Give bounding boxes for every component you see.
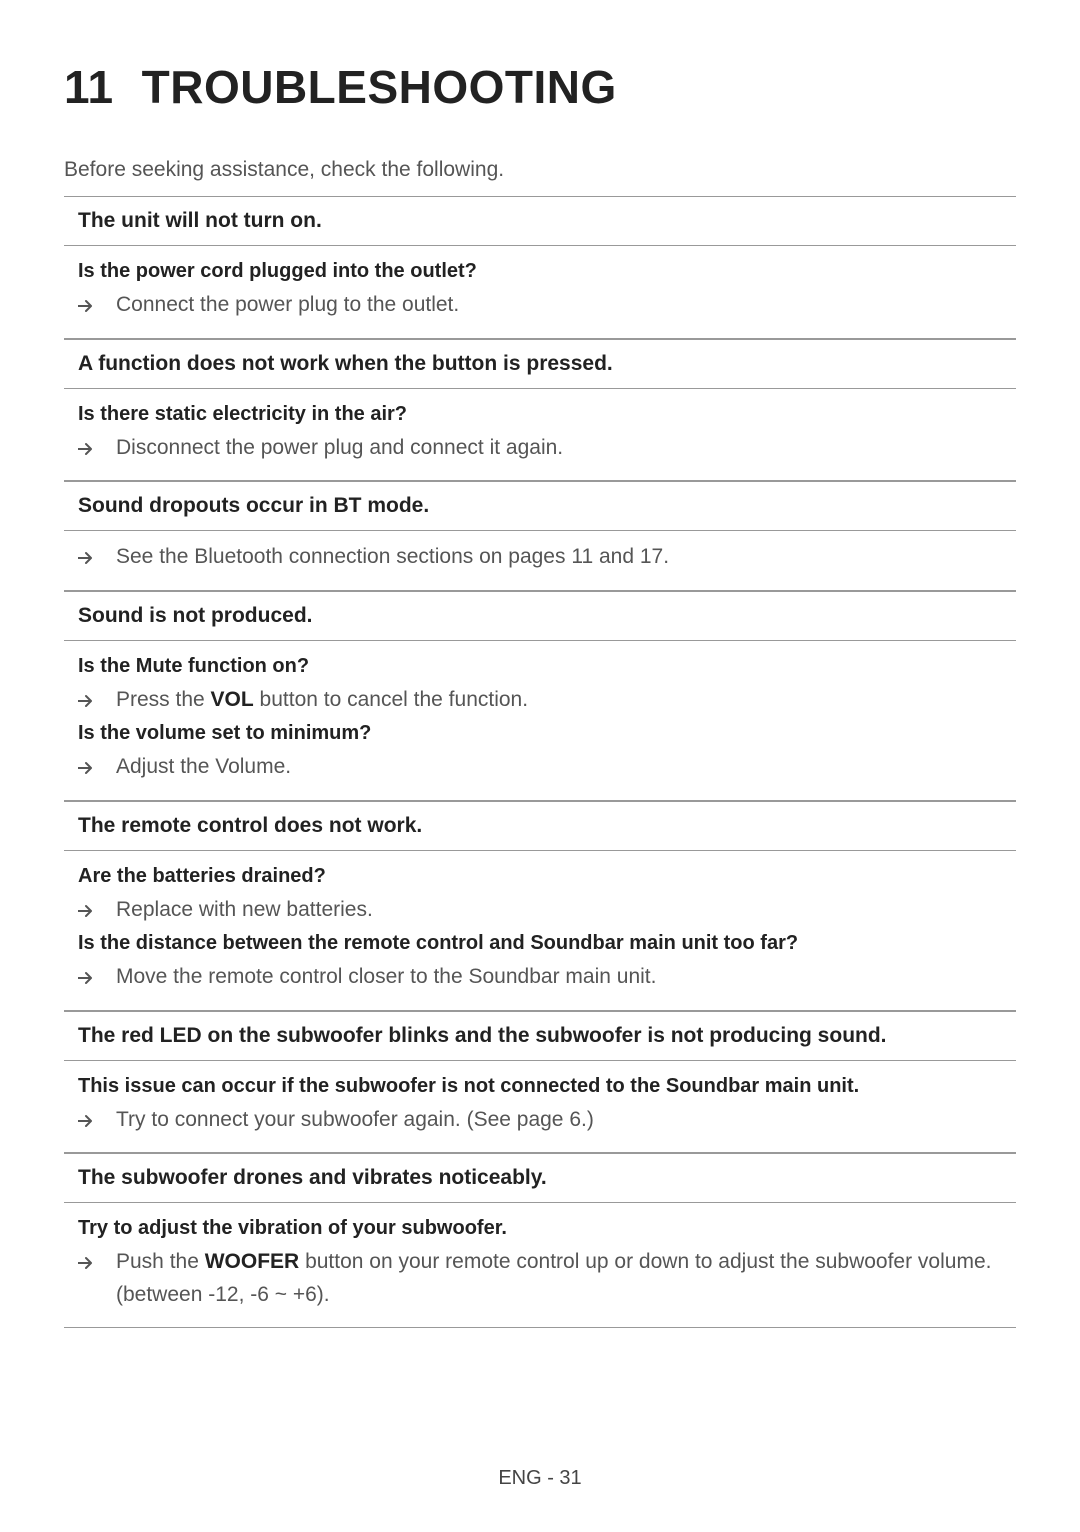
question: Try to adjust the vibration of your subw… [78, 1217, 1016, 1240]
answer: Disconnect the power plug and connect it… [78, 432, 1016, 465]
answer-text: See the Bluetooth connection sections on… [116, 541, 1016, 574]
answer-text: Disconnect the power plug and connect it… [116, 432, 1016, 465]
arrow-icon [78, 294, 106, 319]
answer: See the Bluetooth connection sections on… [78, 541, 1016, 574]
section-body: Try to adjust the vibration of your subw… [64, 1203, 1016, 1328]
question: Is the distance between the remote contr… [78, 932, 1016, 955]
arrow-icon [78, 966, 106, 991]
answer: Try to connect your subwoofer again. (Se… [78, 1104, 1016, 1137]
answer: Press the VOL button to cancel the funct… [78, 684, 1016, 717]
chapter-title: TROUBLESHOOTING [142, 61, 617, 113]
answer-text: Push the WOOFER button on your remote co… [116, 1246, 1016, 1311]
section-body: Is the Mute function on? Press the VOL bu… [64, 641, 1016, 801]
question: Is the power cord plugged into the outle… [78, 260, 1016, 283]
question: Are the batteries drained? [78, 865, 1016, 888]
arrow-icon [78, 899, 106, 924]
question: This issue can occur if the subwoofer is… [78, 1075, 1016, 1098]
arrow-icon [78, 689, 106, 714]
page-title: 11 TROUBLESHOOTING [64, 60, 1016, 114]
section-header: The unit will not turn on. [64, 196, 1016, 246]
section-body: Are the batteries drained? Replace with n… [64, 851, 1016, 1011]
arrow-icon [78, 437, 106, 462]
intro-text: Before seeking assistance, check the fol… [64, 158, 1016, 182]
section-header: The remote control does not work. [64, 801, 1016, 851]
answer: Move the remote control closer to the So… [78, 961, 1016, 994]
answer: Adjust the Volume. [78, 751, 1016, 784]
answer-text: Try to connect your subwoofer again. (Se… [116, 1104, 1016, 1137]
answer-text: Move the remote control closer to the So… [116, 961, 1016, 994]
section-body: This issue can occur if the subwoofer is… [64, 1061, 1016, 1154]
question: Is there static electricity in the air? [78, 403, 1016, 426]
answer-text: Replace with new batteries. [116, 894, 1016, 927]
answer-text: Connect the power plug to the outlet. [116, 289, 1016, 322]
section-header: The red LED on the subwoofer blinks and … [64, 1011, 1016, 1061]
section-body: Is there static electricity in the air? D… [64, 389, 1016, 482]
page-footer: ENG - 31 [0, 1467, 1080, 1490]
arrow-icon [78, 756, 106, 781]
troubleshooting-list: The unit will not turn on. Is the power c… [64, 196, 1016, 1328]
section-header: The subwoofer drones and vibrates notice… [64, 1153, 1016, 1203]
section-header: A function does not work when the button… [64, 339, 1016, 389]
section-header: Sound dropouts occur in BT mode. [64, 481, 1016, 531]
section-body: See the Bluetooth connection sections on… [64, 531, 1016, 591]
arrow-icon [78, 1109, 106, 1134]
answer-text: Adjust the Volume. [116, 751, 1016, 784]
chapter-number: 11 [64, 61, 114, 113]
arrow-icon [78, 546, 106, 571]
arrow-icon [78, 1251, 106, 1276]
answer-text: Press the VOL button to cancel the funct… [116, 684, 1016, 717]
question: Is the volume set to minimum? [78, 722, 1016, 745]
answer: Connect the power plug to the outlet. [78, 289, 1016, 322]
answer: Replace with new batteries. [78, 894, 1016, 927]
answer: Push the WOOFER button on your remote co… [78, 1246, 1016, 1311]
section-body: Is the power cord plugged into the outle… [64, 246, 1016, 339]
section-header: Sound is not produced. [64, 591, 1016, 641]
question: Is the Mute function on? [78, 655, 1016, 678]
